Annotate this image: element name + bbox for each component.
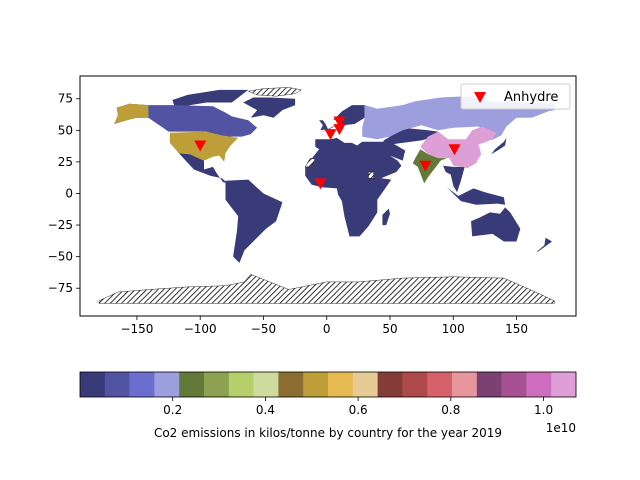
region-sudan-region [368,171,374,179]
colorbar-offset-text: 1e10 [546,421,576,435]
marker-6 [419,160,432,172]
colorbar-segment [402,372,428,397]
region-canada [148,105,258,141]
x-tick-label: 50 [382,322,397,336]
colorbar-tick-label: 0.2 [163,403,182,417]
x-tick-label: 100 [442,322,465,336]
region-alaska-us [114,103,149,124]
land-layer [98,87,555,304]
colorbar-segment [179,372,205,397]
legend-marker-icon [474,92,486,103]
region-south-america [225,179,283,263]
region-india [412,149,447,184]
region-europe-africa-middle-east [305,137,406,237]
colorbar-segment [476,372,502,397]
y-axis: 75 50 25 0 −25 −50 −75 [48,92,80,295]
colorbar-segment [427,372,453,397]
region-central-america-mexico [178,153,228,184]
plot-frame [79,75,577,317]
marker-2 [324,129,337,141]
colorbar-segment [501,372,527,397]
colorbar-tick-label: 0.8 [441,403,460,417]
region-antarctica [98,274,555,304]
colorbar-segment [551,372,577,397]
marker-7 [448,144,461,156]
colorbar-segment [228,372,254,397]
colorbar-segment [303,372,329,397]
legend: Anhydre [460,83,571,110]
colorbar-tick-label: 0.4 [256,403,275,417]
y-tick-label: 75 [58,92,73,106]
colorbar-segment [328,372,354,397]
region-greenland-mainland [243,97,296,118]
colorbar-segment [452,372,478,397]
colorbar-frame [79,371,577,398]
region-uk [319,120,328,131]
colorbar-segment [377,372,403,397]
region-arctic-islands [172,89,249,108]
colorbar-segment [253,372,279,397]
region-greenland-north [247,87,302,97]
x-tick-label: −100 [184,322,217,336]
region-western-sahara [304,157,316,168]
region-indonesia [446,187,506,205]
marker-3 [333,116,346,128]
marker-4 [333,124,346,136]
marker-5 [314,178,327,190]
x-tick-label: 0 [323,322,331,336]
marker-1 [194,140,207,152]
region-united-states [169,131,239,162]
y-tick-label: −75 [48,281,73,295]
region-southeast-asia [443,165,465,193]
legend-box [460,83,571,110]
region-madagascar [382,208,390,226]
x-tick-label: −50 [251,322,276,336]
colorbar: 0.2 0.4 0.6 0.8 1.0 [79,371,577,417]
region-japan [491,137,507,155]
colorbar-segment [104,372,130,397]
colorbar-segment [526,372,552,397]
colorbar-segment [129,372,155,397]
region-australia [471,207,521,242]
colorbar-tick-label: 1.0 [534,403,553,417]
legend-label: Anhydre [504,90,558,105]
y-tick-label: −50 [48,250,73,264]
colorbar-segment [204,372,230,397]
y-tick-label: 25 [58,155,73,169]
x-tick-label: 150 [505,322,528,336]
colorbar-label: Co2 emissions in kilos/tonne by country … [154,426,502,440]
region-new-zealand [536,237,552,252]
marker-layer [194,116,461,190]
colorbar-segment [80,372,106,397]
colorbar-tick-label: 0.6 [349,403,368,417]
y-tick-label: 50 [58,123,73,137]
y-tick-label: −25 [48,218,73,232]
colorbar-segment [154,372,180,397]
x-axis: −150 −100 −50 0 50 100 150 [120,316,528,336]
colorbar-segment [352,372,378,397]
colorbar-segment [278,372,304,397]
y-tick-label: 0 [65,186,73,200]
x-tick-label: −150 [120,322,153,336]
